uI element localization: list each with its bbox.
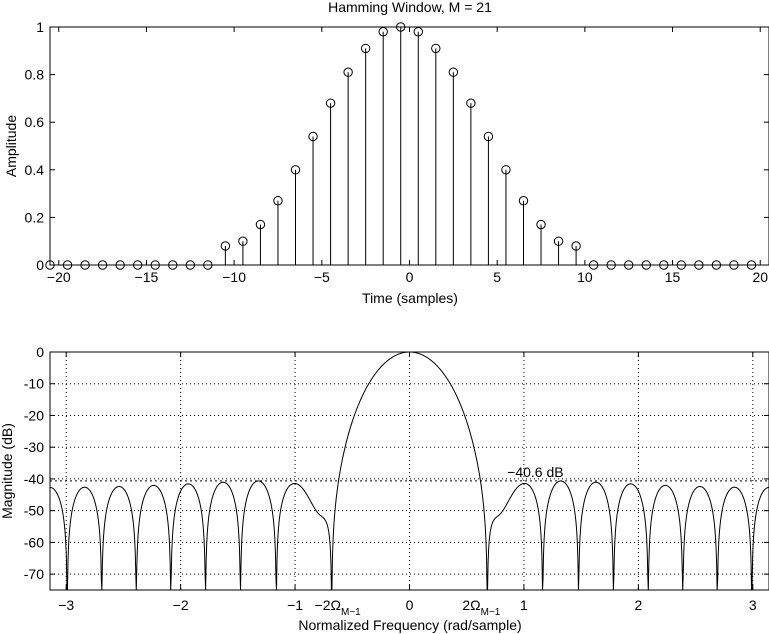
stem-marker bbox=[360, 43, 371, 54]
y-tick-label: 0.4 bbox=[25, 162, 45, 178]
y-tick-label: -20 bbox=[24, 407, 44, 423]
axis-ticks: −3 −2 −1 0 1 2 3 0 -10 -20 -30 -40 -50 -60 -70 bbox=[24, 344, 769, 613]
x-tick-label: −1 bbox=[287, 597, 303, 613]
y-tick-label: -70 bbox=[24, 566, 44, 582]
x-tick-label: −2 bbox=[173, 597, 189, 613]
x-tick-label: −5 bbox=[314, 269, 330, 285]
time-domain-plot: Hamming Window, M = 21 −20 −15 −10 −5 0 5 10 15… bbox=[3, 0, 769, 306]
x-tick-label: 15 bbox=[665, 269, 681, 285]
stem-marker bbox=[518, 196, 529, 206]
y-tick-label: -50 bbox=[24, 503, 44, 519]
stem-marker bbox=[343, 67, 353, 77]
y-tick-label: 0.6 bbox=[25, 114, 45, 130]
stem-marker bbox=[413, 27, 423, 37]
x-tick-label: 20 bbox=[752, 269, 768, 285]
x-tick-label: −10 bbox=[222, 269, 246, 285]
x-tick-label: −3 bbox=[58, 597, 74, 613]
omega-marker-labels: −2ΩM−1 2ΩM−1 bbox=[315, 597, 501, 618]
x-axis-label: Time (samples) bbox=[362, 290, 458, 306]
y-tick-label: 0 bbox=[36, 257, 44, 273]
stem-marker bbox=[220, 241, 231, 251]
stem-marker bbox=[536, 219, 546, 230]
axis-ticks: −20 −15 −10 −5 0 5 10 15 20 0 0.2 0.4 0.6 0.8 1 bbox=[25, 19, 769, 285]
stem-marker bbox=[273, 196, 283, 206]
stem-marker bbox=[448, 67, 459, 77]
frequency-response-plot: −3 −2 −1 0 1 2 3 0 -10 -20 -30 -40 -50 -60 -70 −40.6 d… bbox=[0, 344, 769, 633]
stem-marker bbox=[255, 219, 266, 230]
y-axis-label: Magnitude (dB) bbox=[0, 423, 15, 519]
x-tick-label: 3 bbox=[749, 597, 757, 613]
x-tick-label: 5 bbox=[493, 269, 501, 285]
stem-marker bbox=[431, 43, 441, 54]
x-tick-label: 10 bbox=[577, 269, 593, 285]
stem-marker bbox=[238, 236, 248, 246]
omega-label: −2ΩM−1 bbox=[315, 597, 362, 618]
stem-marker bbox=[571, 241, 581, 251]
y-tick-label: -40 bbox=[24, 471, 44, 487]
stem-marker bbox=[325, 98, 336, 108]
y-axis-label: Amplitude bbox=[3, 115, 19, 177]
y-tick-label: -60 bbox=[24, 534, 44, 550]
x-tick-label: 0 bbox=[406, 597, 414, 613]
stem-marker bbox=[553, 236, 564, 246]
stem-marker bbox=[501, 165, 511, 175]
y-tick-label: -10 bbox=[24, 376, 44, 392]
stem-marker bbox=[483, 131, 494, 142]
chart-title: Hamming Window, M = 21 bbox=[328, 0, 492, 15]
y-tick-label: -30 bbox=[24, 439, 44, 455]
stem-marker bbox=[378, 27, 388, 37]
y-tick-label: 0.2 bbox=[25, 209, 45, 225]
omega-label: 2ΩM−1 bbox=[462, 597, 500, 618]
stem-marker bbox=[290, 165, 301, 175]
x-tick-label: −20 bbox=[47, 269, 71, 285]
x-tick-label: 2 bbox=[634, 597, 642, 613]
stem-marker bbox=[308, 131, 318, 142]
annotation-label: −40.6 dB bbox=[507, 464, 563, 480]
y-tick-label: 1 bbox=[36, 19, 44, 35]
stem-marker bbox=[466, 98, 476, 108]
x-tick-label: 0 bbox=[406, 269, 414, 285]
y-tick-label: 0 bbox=[36, 344, 44, 360]
x-tick-label: −15 bbox=[135, 269, 159, 285]
x-tick-label: 1 bbox=[520, 597, 528, 613]
y-tick-label: 0.8 bbox=[25, 67, 45, 83]
x-axis-label: Normalized Frequency (rad/sample) bbox=[298, 617, 521, 633]
